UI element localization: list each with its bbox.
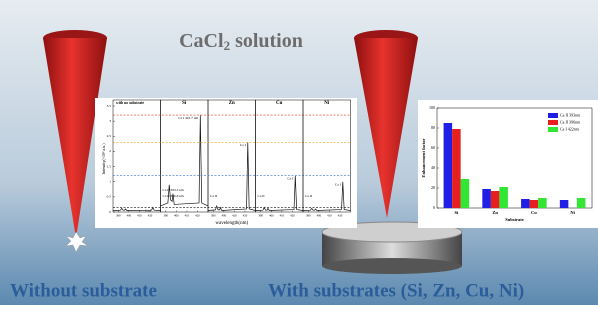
x-tick-label: 420 xyxy=(195,214,200,218)
y-tick-label: 2.5 xyxy=(107,134,112,138)
x-tick-label: 390 xyxy=(211,214,216,218)
peak-label: Ca I xyxy=(240,143,247,147)
y-tick-label: 80 xyxy=(431,125,435,130)
y-tick-label: 0.5 xyxy=(107,195,112,199)
bar xyxy=(482,189,491,208)
bar xyxy=(577,198,586,208)
x-tick-label: Cu xyxy=(531,210,537,215)
peak-label: Ca II xyxy=(210,194,218,198)
bar xyxy=(521,199,530,208)
x-tick-label: 400 xyxy=(317,214,322,218)
legend-label: Ca II 393nm xyxy=(560,112,581,117)
caption: Without substrate xyxy=(10,280,157,301)
y-tick-label: 60 xyxy=(431,145,435,150)
y-tick-label: 100 xyxy=(429,105,435,110)
bar xyxy=(499,187,508,208)
y-tick-label: 3.5 xyxy=(107,104,112,108)
legend-label: Ca I 422nm xyxy=(560,126,580,131)
x-tick-label: Ni xyxy=(570,210,575,215)
x-tick-label: 390 xyxy=(164,214,169,218)
y-tick-label: 3 xyxy=(109,119,111,123)
bar xyxy=(461,179,470,208)
y-tick-label: 2 xyxy=(109,149,111,153)
peak-label: Ca I 422.7 nm xyxy=(178,116,198,120)
bar xyxy=(452,129,461,208)
x-tick-label: 400 xyxy=(269,214,274,218)
legend-swatch xyxy=(548,120,558,125)
y-tick-label: 0 xyxy=(433,205,435,210)
legend-swatch xyxy=(548,127,558,132)
peak-label: Ca I xyxy=(335,183,342,187)
title: CaCl2 solution xyxy=(179,30,303,53)
x-tick-label: 420 xyxy=(338,214,343,218)
x-tick-label: Zn xyxy=(492,210,498,215)
y-tick-label: 0 xyxy=(109,210,111,214)
x-tick-label: 390 xyxy=(116,214,121,218)
y-tick-label: 40 xyxy=(431,165,435,170)
panel-title: Ni xyxy=(324,101,330,106)
substrate-disk xyxy=(322,258,462,274)
x-tick-label: 390 xyxy=(259,214,264,218)
caption: With substrates (Si, Zn, Cu, Ni) xyxy=(268,280,524,301)
peak-label: Ca I xyxy=(145,208,152,212)
bar xyxy=(560,200,569,208)
x-tick-label: 400 xyxy=(222,214,227,218)
y-tick-label: 20 xyxy=(431,185,435,190)
y-tick-label: 1.5 xyxy=(107,164,112,168)
bar xyxy=(538,198,547,208)
title: CaCl xyxy=(179,30,224,52)
x-tick-label: 410 xyxy=(185,214,190,218)
x-tick-label: 420 xyxy=(148,214,153,218)
bar xyxy=(444,123,453,208)
panel-title: Cu xyxy=(276,101,283,106)
legend-label: Ca II 396nm xyxy=(560,119,581,124)
panel-title: Si xyxy=(182,101,187,106)
x-tick-label: 400 xyxy=(127,214,132,218)
peak-label: Ca II xyxy=(258,194,266,198)
x-tick-label: 410 xyxy=(280,214,285,218)
peak-label: Ca I xyxy=(287,176,294,180)
x-axis-label: Substrate xyxy=(505,217,524,222)
x-axis-label: wavelength(nm) xyxy=(215,221,248,226)
x-tick-label: 390 xyxy=(306,214,311,218)
title: solution xyxy=(230,30,303,52)
y-tick-label: 1 xyxy=(109,180,111,184)
y-axis-label: Intensity(×10⁴ a.u.) xyxy=(101,143,106,175)
x-tick-label: 410 xyxy=(327,214,332,218)
bar xyxy=(491,191,500,208)
y-axis-label: Enhancement factor xyxy=(421,138,426,177)
x-tick-label: 410 xyxy=(232,214,237,218)
plot-bg xyxy=(95,98,357,228)
x-tick-label: 400 xyxy=(174,214,179,218)
bar xyxy=(530,200,539,208)
legend-swatch xyxy=(548,113,558,118)
x-tick-label: 420 xyxy=(243,214,248,218)
panel-title: with no substrate xyxy=(116,101,144,105)
x-tick-label: 420 xyxy=(290,214,295,218)
page: CaCl2 solution Without substrate With su… xyxy=(0,0,598,305)
peak-label: Ca II xyxy=(305,194,313,198)
peak-label: Ca II 393.3 nm xyxy=(163,188,184,192)
panel-title: Zn xyxy=(229,101,235,106)
peak-label: Ca II 396.8 nm xyxy=(163,194,184,198)
x-tick-label: 410 xyxy=(137,214,142,218)
